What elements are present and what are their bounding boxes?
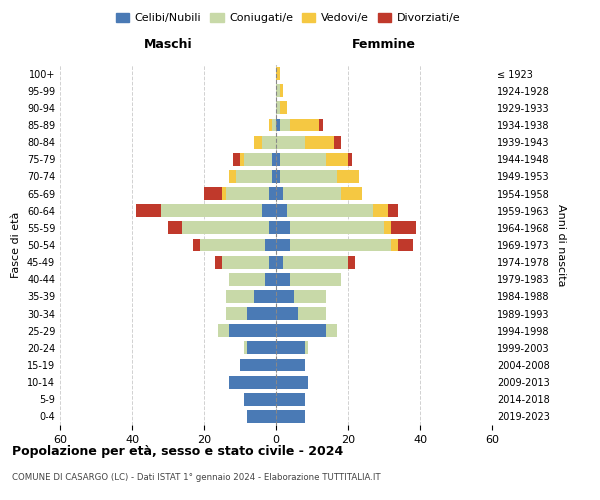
Bar — [290, 238, 391, 252]
Bar — [398, 238, 413, 252]
Bar — [283, 187, 341, 200]
Bar — [236, 170, 272, 183]
Text: Femmine: Femmine — [352, 38, 416, 52]
Bar — [240, 153, 244, 166]
Bar — [280, 153, 326, 166]
Bar — [193, 238, 200, 252]
Bar — [272, 118, 276, 132]
Bar — [229, 324, 276, 337]
Bar — [262, 204, 276, 217]
Legend: Celibi/Nubili, Coniugati/e, Vedovi/e, Divorziati/e: Celibi/Nubili, Coniugati/e, Vedovi/e, Di… — [112, 8, 464, 28]
Bar — [280, 118, 290, 132]
Bar — [280, 102, 287, 114]
Bar — [280, 170, 337, 183]
Bar — [276, 410, 305, 423]
Bar — [272, 153, 276, 166]
Bar — [276, 118, 280, 132]
Bar — [215, 256, 222, 268]
Bar — [269, 222, 276, 234]
Bar — [204, 187, 222, 200]
Bar — [161, 204, 262, 217]
Bar — [265, 238, 276, 252]
Bar — [391, 222, 416, 234]
Bar — [229, 170, 236, 183]
Bar — [229, 273, 265, 285]
Bar — [290, 222, 384, 234]
Bar — [254, 136, 262, 148]
Bar — [391, 238, 398, 252]
Bar — [276, 67, 280, 80]
Bar — [290, 273, 341, 285]
Bar — [276, 238, 290, 252]
Y-axis label: Anni di nascita: Anni di nascita — [556, 204, 566, 286]
Bar — [136, 204, 161, 217]
Bar — [233, 153, 240, 166]
Bar — [305, 136, 334, 148]
Bar — [305, 342, 308, 354]
Bar — [262, 136, 276, 148]
Y-axis label: Fasce di età: Fasce di età — [11, 212, 21, 278]
Bar — [276, 273, 290, 285]
Bar — [226, 307, 247, 320]
Bar — [294, 290, 326, 303]
Bar — [276, 153, 280, 166]
Bar — [265, 273, 276, 285]
Bar — [276, 307, 298, 320]
Bar — [226, 290, 254, 303]
Bar — [276, 84, 280, 97]
Bar — [200, 238, 265, 252]
Bar — [298, 307, 326, 320]
Bar — [384, 222, 391, 234]
Bar — [222, 187, 226, 200]
Text: Popolazione per età, sesso e stato civile - 2024: Popolazione per età, sesso e stato civil… — [12, 445, 343, 458]
Bar — [276, 376, 308, 388]
Bar — [276, 256, 283, 268]
Bar — [226, 187, 269, 200]
Bar — [276, 393, 305, 406]
Bar — [276, 204, 287, 217]
Bar — [326, 324, 337, 337]
Bar — [244, 153, 272, 166]
Bar — [244, 393, 276, 406]
Bar — [276, 187, 283, 200]
Bar — [222, 256, 269, 268]
Bar — [334, 136, 341, 148]
Bar — [290, 118, 319, 132]
Bar — [247, 307, 276, 320]
Bar — [280, 84, 283, 97]
Bar — [218, 324, 229, 337]
Bar — [240, 358, 276, 372]
Bar — [326, 153, 348, 166]
Bar — [182, 222, 269, 234]
Bar — [348, 256, 355, 268]
Text: COMUNE DI CASARGO (LC) - Dati ISTAT 1° gennaio 2024 - Elaborazione TUTTITALIA.IT: COMUNE DI CASARGO (LC) - Dati ISTAT 1° g… — [12, 472, 380, 482]
Bar — [276, 136, 305, 148]
Bar — [319, 118, 323, 132]
Bar — [229, 376, 276, 388]
Bar — [276, 102, 280, 114]
Bar — [276, 222, 290, 234]
Bar — [276, 324, 326, 337]
Bar — [269, 118, 272, 132]
Bar — [276, 342, 305, 354]
Bar — [276, 358, 305, 372]
Bar — [247, 342, 276, 354]
Bar — [269, 187, 276, 200]
Bar — [247, 410, 276, 423]
Bar — [168, 222, 182, 234]
Text: Maschi: Maschi — [143, 38, 193, 52]
Bar — [276, 170, 280, 183]
Bar — [244, 342, 247, 354]
Bar — [348, 153, 352, 166]
Bar — [373, 204, 388, 217]
Bar — [388, 204, 398, 217]
Bar — [276, 290, 294, 303]
Bar — [269, 256, 276, 268]
Bar — [272, 170, 276, 183]
Bar — [287, 204, 373, 217]
Bar — [283, 256, 348, 268]
Bar — [254, 290, 276, 303]
Bar — [341, 187, 362, 200]
Bar — [337, 170, 359, 183]
